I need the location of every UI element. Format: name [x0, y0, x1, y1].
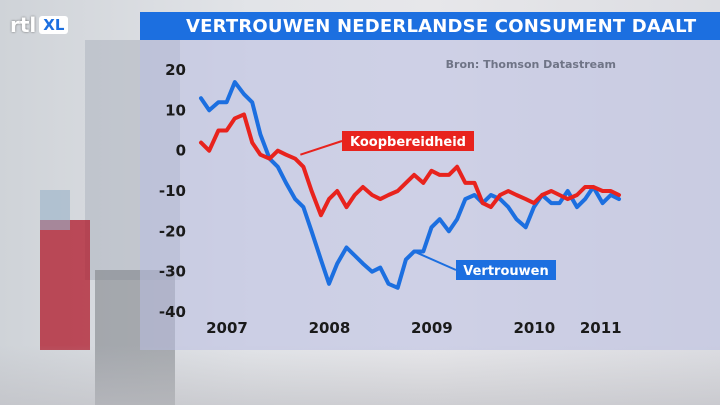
rtl-xl-logo: rtl XL: [10, 12, 69, 38]
chart-panel: [140, 40, 720, 350]
title-bar: [140, 12, 720, 40]
chart-title: VERTROUWEN NEDERLANDSE CONSUMENT DAALT: [186, 16, 697, 37]
y-tick-label: -20: [159, 222, 186, 240]
series-label-koopbereidheid: Koopbereidheid: [300, 131, 474, 156]
x-tick-label: 2009: [411, 319, 453, 337]
background-floor: [0, 345, 720, 405]
series-label-vertrouwen: Vertrouwen: [413, 250, 556, 280]
x-tick-label: 2010: [513, 319, 555, 337]
y-tick-label: 20: [165, 61, 186, 79]
series-line-koopbereidheid: [199, 112, 621, 218]
logo-sub: XL: [39, 16, 69, 34]
y-tick-label: 0: [176, 142, 186, 160]
label-connector: [300, 140, 343, 156]
x-tick-label: 2007: [206, 319, 248, 337]
label-text: Koopbereidheid: [350, 135, 466, 150]
y-tick-label: 10: [165, 101, 186, 119]
label-connector: [413, 250, 457, 271]
x-tick-label: 2011: [580, 319, 622, 337]
label-text: Vertrouwen: [463, 264, 548, 279]
y-tick-label: -30: [159, 263, 186, 281]
source-label: Bron: Thomson Datastream: [445, 58, 616, 71]
logo-main: rtl: [10, 13, 37, 37]
series-line-vertrouwen: [199, 80, 621, 290]
label-box: [456, 260, 556, 280]
y-tick-label: -10: [159, 182, 186, 200]
x-tick-label: 2008: [309, 319, 351, 337]
y-tick-label: -40: [159, 303, 186, 321]
label-box: [342, 131, 474, 151]
